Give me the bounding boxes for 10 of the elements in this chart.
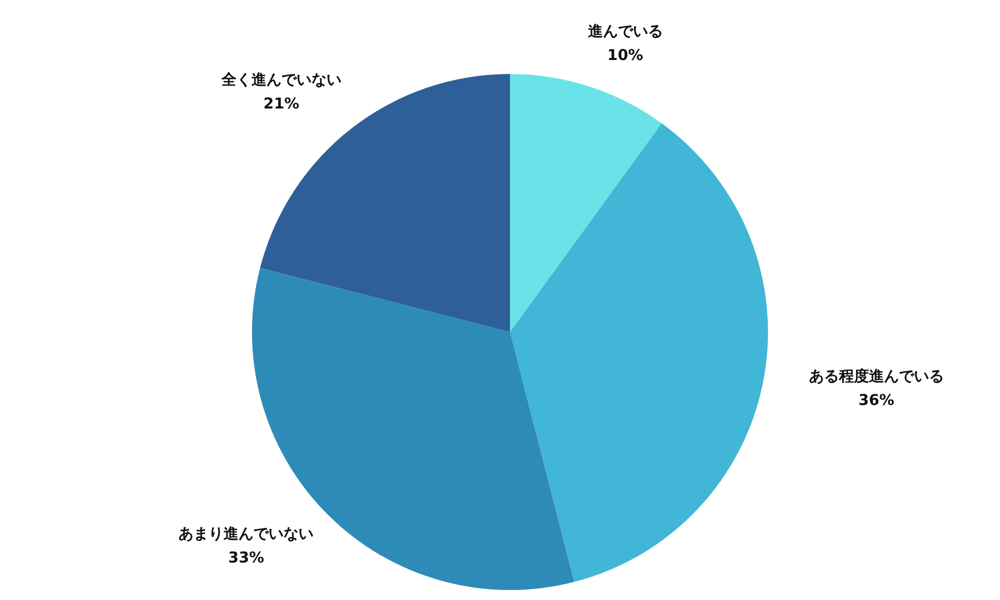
slice-label: ある程度進んでいる — [808, 366, 944, 385]
slice-label: 全く進んでいない — [220, 70, 342, 89]
data-label: 33% — [228, 548, 264, 566]
data-label: 10% — [607, 46, 644, 64]
slice-label: 進んでいる — [586, 22, 663, 40]
pie-slice — [510, 74, 662, 332]
data-label: 36% — [858, 390, 894, 409]
slice-label: あまり進んでいない — [178, 524, 314, 542]
data-label: 21% — [263, 94, 300, 113]
pie-slice — [510, 123, 768, 582]
